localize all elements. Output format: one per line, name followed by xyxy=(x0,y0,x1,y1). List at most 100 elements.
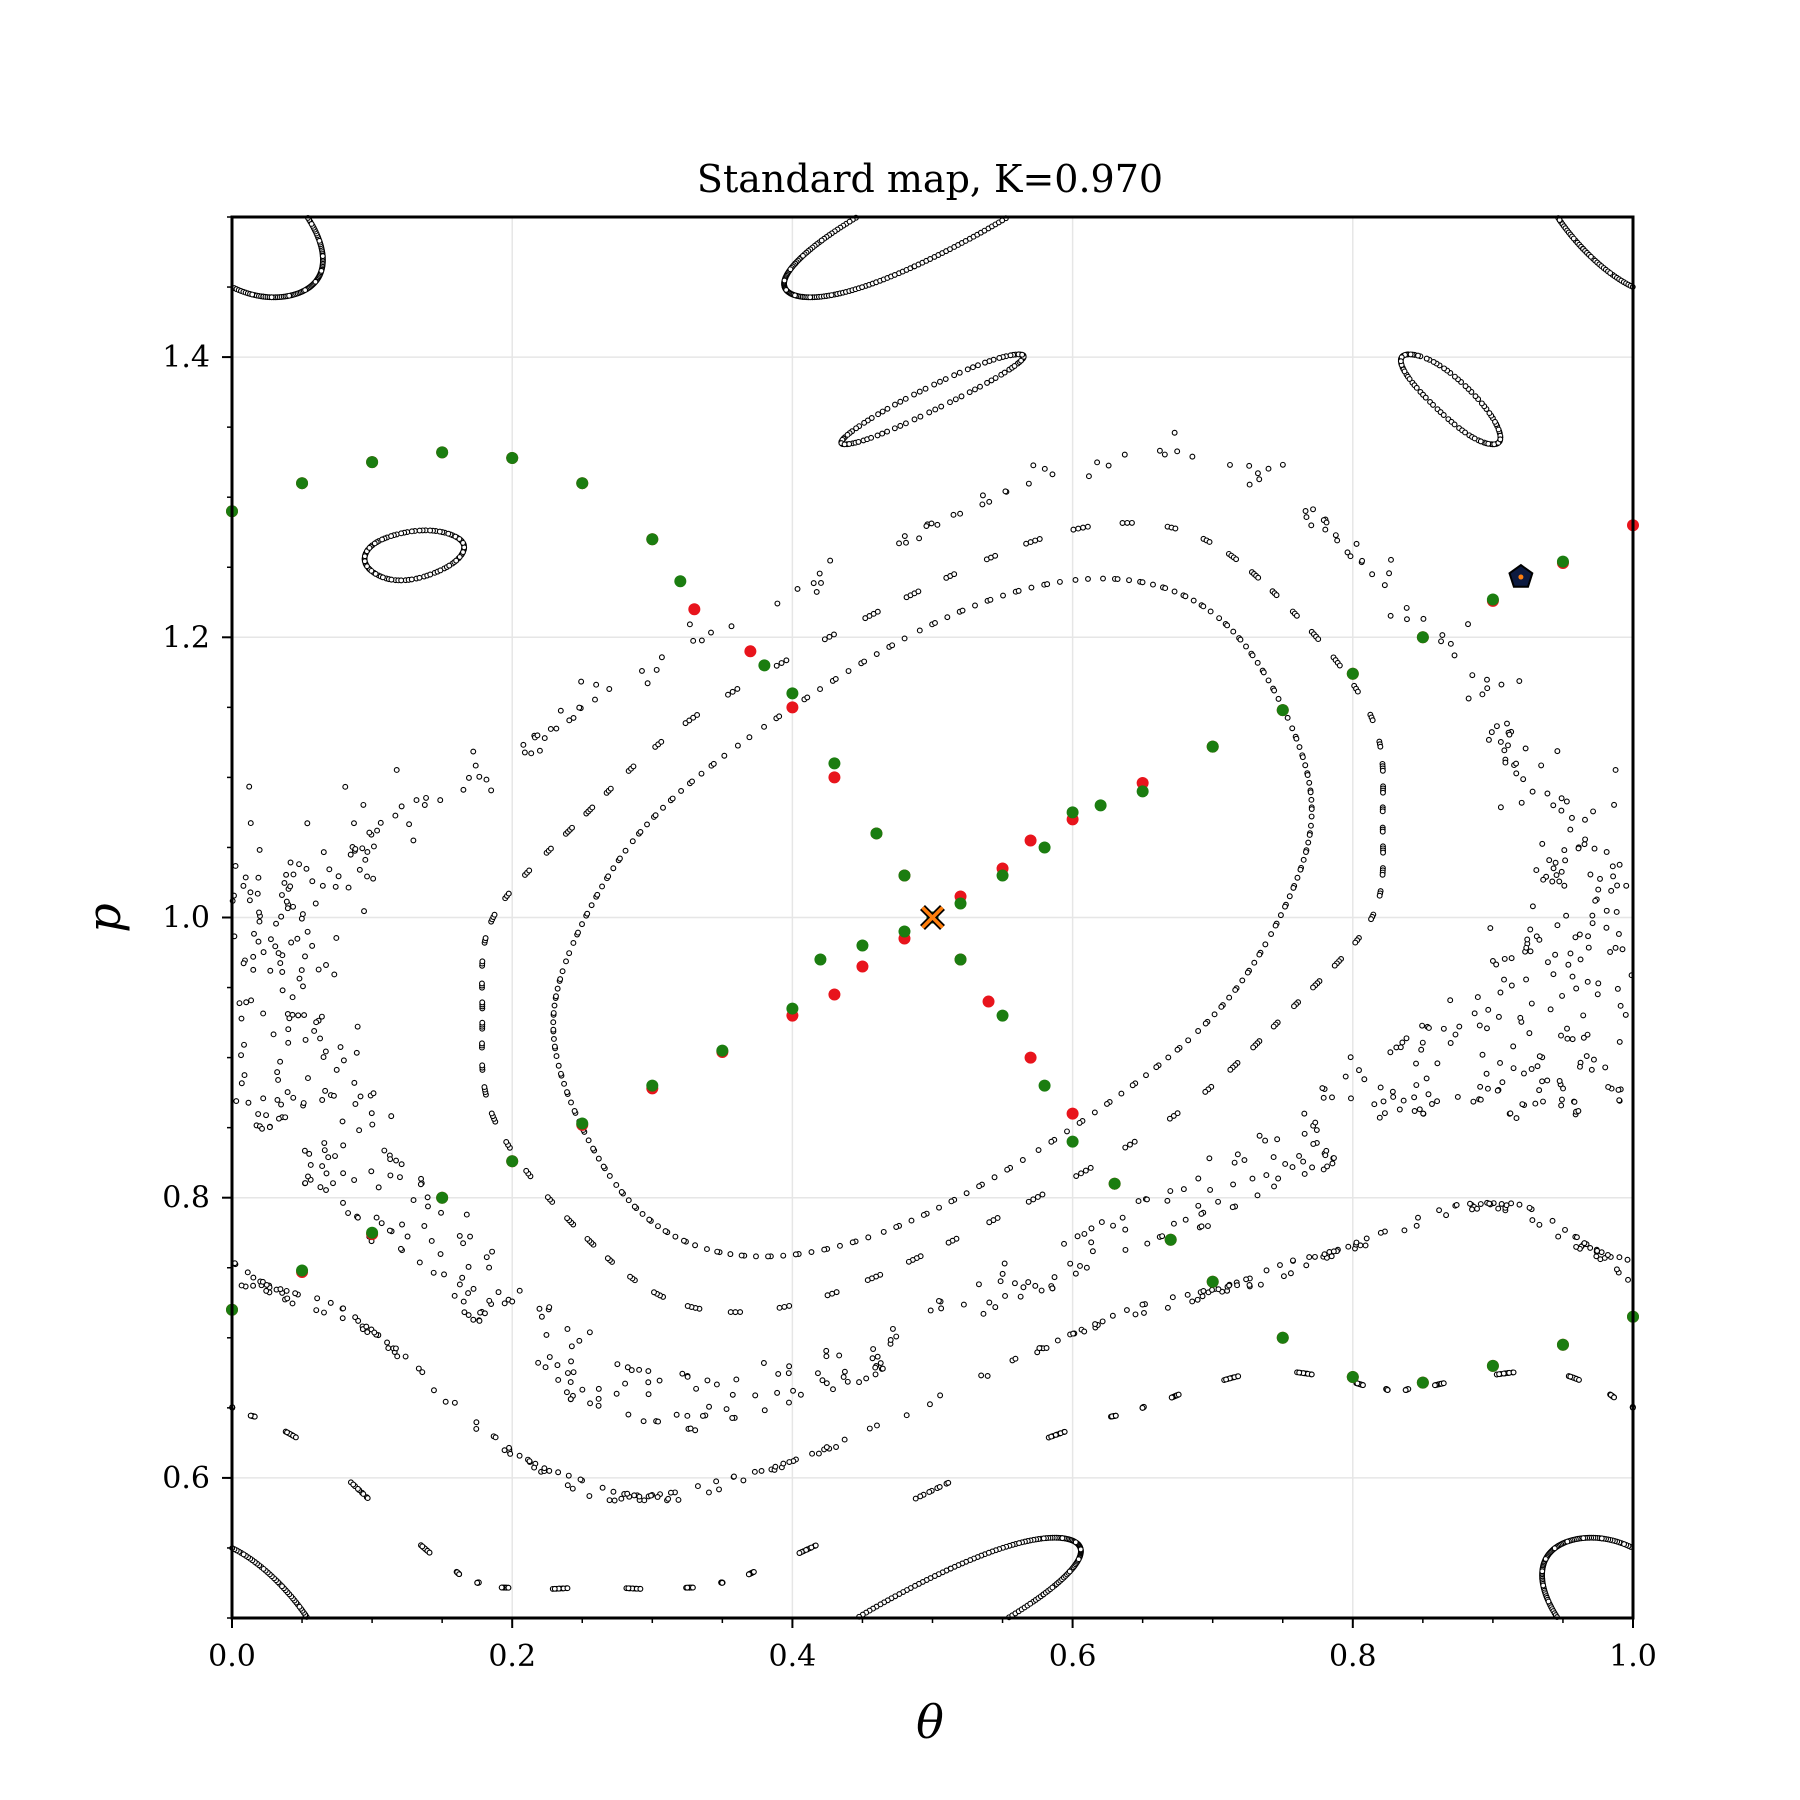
orbit-point xyxy=(1072,576,1079,583)
orbit-point xyxy=(1198,1223,1205,1230)
orbit-point xyxy=(1416,1106,1423,1113)
manifold-point xyxy=(366,1226,379,1239)
orbit-point xyxy=(1430,358,1437,365)
orbit-point xyxy=(694,1483,701,1490)
orbit-point xyxy=(416,1259,423,1266)
orbit-point xyxy=(1563,798,1570,805)
orbit-point xyxy=(1486,1200,1493,1207)
y-tick-label: 1.4 xyxy=(162,340,210,375)
orbit-point xyxy=(1582,816,1588,823)
orbit-point xyxy=(1420,1110,1427,1117)
orbit-point xyxy=(1227,1066,1234,1073)
orbit-point xyxy=(600,1163,607,1170)
orbit-point xyxy=(1526,1030,1533,1037)
orbit-point xyxy=(1595,886,1602,893)
orbit-point xyxy=(1272,922,1279,929)
orbit-point xyxy=(1487,925,1494,931)
orbit-point xyxy=(267,936,274,943)
orbit-point xyxy=(833,1444,840,1450)
orbit-point xyxy=(1070,1330,1077,1337)
orbit-point xyxy=(370,843,377,850)
orbit-point xyxy=(1277,1262,1283,1269)
orbit-point xyxy=(1001,1260,1008,1267)
manifold-point xyxy=(576,477,589,490)
orbit-point xyxy=(732,1309,739,1316)
orbit-point xyxy=(437,1251,444,1257)
orbit-point xyxy=(1257,1281,1264,1288)
orbit-point xyxy=(1567,950,1574,957)
orbit-point xyxy=(1495,426,1502,433)
orbit-point xyxy=(1354,1380,1361,1387)
orbit-point xyxy=(893,1224,900,1230)
orbit-point xyxy=(263,1287,270,1294)
orbit-point xyxy=(1553,872,1560,879)
orbit-point xyxy=(879,408,886,415)
orbit-point xyxy=(870,1346,877,1352)
orbit-point xyxy=(746,734,753,741)
orbit-point xyxy=(823,1353,830,1360)
manifold-point xyxy=(954,953,967,966)
orbit-point xyxy=(1379,808,1386,815)
orbit-point xyxy=(387,1172,394,1179)
orbit-point xyxy=(1483,1070,1490,1077)
orbit-point xyxy=(247,889,254,896)
orbit-point xyxy=(1425,1091,1432,1098)
orbit-point xyxy=(564,1089,570,1096)
orbit-point xyxy=(1528,1000,1535,1007)
orbit-point xyxy=(654,1494,661,1500)
orbit-point xyxy=(1484,685,1491,692)
orbit-point xyxy=(330,1092,337,1099)
markers xyxy=(920,563,1534,930)
orbit-point xyxy=(371,1329,378,1336)
orbit-point xyxy=(1506,731,1513,738)
orbit-point xyxy=(408,528,415,535)
orbit-point xyxy=(283,898,290,905)
orbit-point xyxy=(1330,1248,1337,1255)
orbit-point xyxy=(1167,1188,1174,1194)
orbit-point xyxy=(559,968,566,975)
orbit-point xyxy=(417,1181,424,1188)
orbit-point xyxy=(916,388,923,395)
orbit-point xyxy=(1376,892,1383,899)
orbit-point xyxy=(325,1154,332,1161)
orbit-point xyxy=(1550,865,1557,872)
orbit-point xyxy=(315,966,322,973)
orbit-point xyxy=(1030,1196,1037,1203)
orbit-point xyxy=(752,1392,759,1399)
orbit-point xyxy=(1569,973,1576,980)
orbit-point xyxy=(260,1565,267,1572)
orbit-point xyxy=(665,1495,672,1502)
orbit-point xyxy=(776,1304,783,1311)
orbit-point xyxy=(368,1168,375,1175)
orbit-point xyxy=(1028,584,1035,591)
orbit-point xyxy=(958,393,965,400)
orbit-point xyxy=(301,1012,308,1019)
orbit-point xyxy=(841,1368,848,1375)
orbit-point xyxy=(1534,1063,1541,1070)
manifold-point xyxy=(996,1009,1009,1022)
orbit-point xyxy=(902,420,909,427)
orbit-point xyxy=(240,882,247,889)
orbit-point xyxy=(1558,868,1565,875)
manifold-point xyxy=(856,960,869,973)
orbit-point xyxy=(275,950,282,957)
orbit-point xyxy=(1379,871,1386,878)
orbit-point xyxy=(1485,736,1492,743)
orbit-point xyxy=(880,1228,887,1235)
orbit-point xyxy=(1293,735,1300,742)
manifold-point xyxy=(1276,1331,1289,1344)
orbit-point xyxy=(1172,525,1179,532)
orbit-point xyxy=(1527,926,1534,933)
orbit-point xyxy=(472,762,479,769)
orbit-point xyxy=(1505,742,1511,749)
orbit-point xyxy=(808,1249,815,1255)
orbit-point xyxy=(976,1183,983,1190)
orbit-point xyxy=(1352,939,1359,946)
orbit-point xyxy=(1260,669,1267,676)
orbit-point xyxy=(1110,1222,1116,1229)
orbit-point xyxy=(1438,638,1445,645)
orbit-point xyxy=(979,501,986,508)
orbit-point xyxy=(242,874,249,881)
orbit-point xyxy=(897,398,904,405)
orbit-point xyxy=(1353,540,1360,547)
